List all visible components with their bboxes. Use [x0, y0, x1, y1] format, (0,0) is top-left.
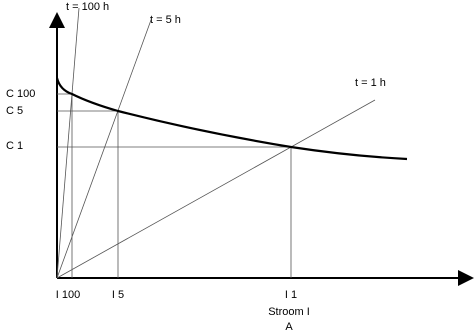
- line-t100: [56, 7, 80, 279]
- line-label: t = 5 h: [150, 14, 181, 26]
- y-label: C 100: [6, 88, 35, 100]
- y-label: C 5: [6, 105, 23, 117]
- line-t5: [56, 19, 152, 279]
- x-label: I 1: [285, 289, 297, 301]
- capacity-curve: [55, 77, 408, 161]
- x-axis-unit: A: [285, 321, 293, 333]
- line-label: t = 1 h: [355, 77, 386, 89]
- guide-lines: [57, 93, 292, 278]
- line-t1: [56, 99, 376, 279]
- x-label: I 5: [112, 289, 124, 301]
- x-axis-title: Stroom I: [268, 306, 310, 318]
- line-label: t = 100 h: [66, 1, 109, 13]
- y-label: C 1: [6, 140, 23, 152]
- x-label: I 100: [56, 289, 80, 301]
